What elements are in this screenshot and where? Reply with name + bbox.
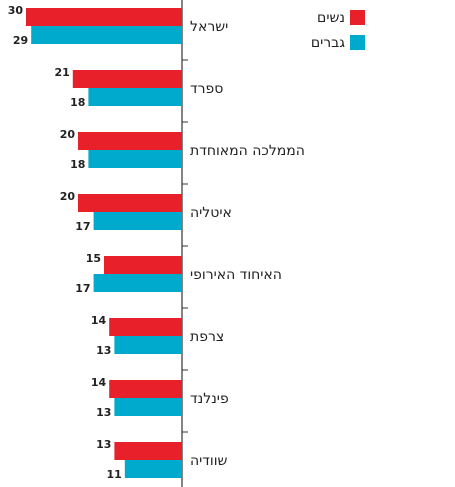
bar (124, 460, 182, 478)
legend-swatch (350, 10, 365, 25)
category-label: הממלכה המאוחדת (190, 143, 305, 159)
value-label: 18 (70, 96, 85, 109)
bar (114, 398, 182, 416)
bar (104, 256, 182, 274)
category-label: שוודיה (190, 453, 228, 469)
bar (26, 8, 182, 26)
bar (88, 88, 182, 106)
bar (72, 70, 182, 88)
value-label: 13 (96, 344, 111, 357)
bar (109, 318, 182, 336)
bar (31, 26, 183, 44)
category-label: איטליה (190, 205, 232, 221)
value-label: 29 (13, 34, 28, 47)
value-label: 15 (86, 252, 101, 265)
category-label: האיחוד האירופי (190, 267, 282, 283)
value-label: 17 (75, 220, 90, 233)
bar (114, 336, 182, 354)
category-label: פינלנד (190, 391, 229, 407)
bar (109, 380, 182, 398)
value-label: 21 (54, 66, 69, 79)
category-label: ספרד (190, 81, 223, 97)
legend-label: גברים (311, 35, 345, 51)
bar (114, 442, 182, 460)
bar (88, 150, 182, 168)
legend-label: נשים (317, 10, 345, 26)
value-label: 13 (96, 406, 111, 419)
value-label: 13 (96, 438, 111, 451)
value-label: 17 (75, 282, 90, 295)
value-label: 18 (70, 158, 85, 171)
value-label: 11 (106, 468, 121, 481)
value-label: 20 (60, 190, 76, 203)
legend-swatch (350, 35, 365, 50)
value-label: 30 (8, 4, 24, 17)
bar (93, 274, 182, 292)
value-label: 14 (91, 314, 107, 327)
bar (78, 132, 182, 150)
bar (93, 212, 182, 230)
value-label: 14 (91, 376, 107, 389)
category-label: צרפת (190, 329, 224, 345)
value-label: 20 (60, 128, 76, 141)
category-label: ישראל (190, 19, 228, 35)
bar (78, 194, 182, 212)
